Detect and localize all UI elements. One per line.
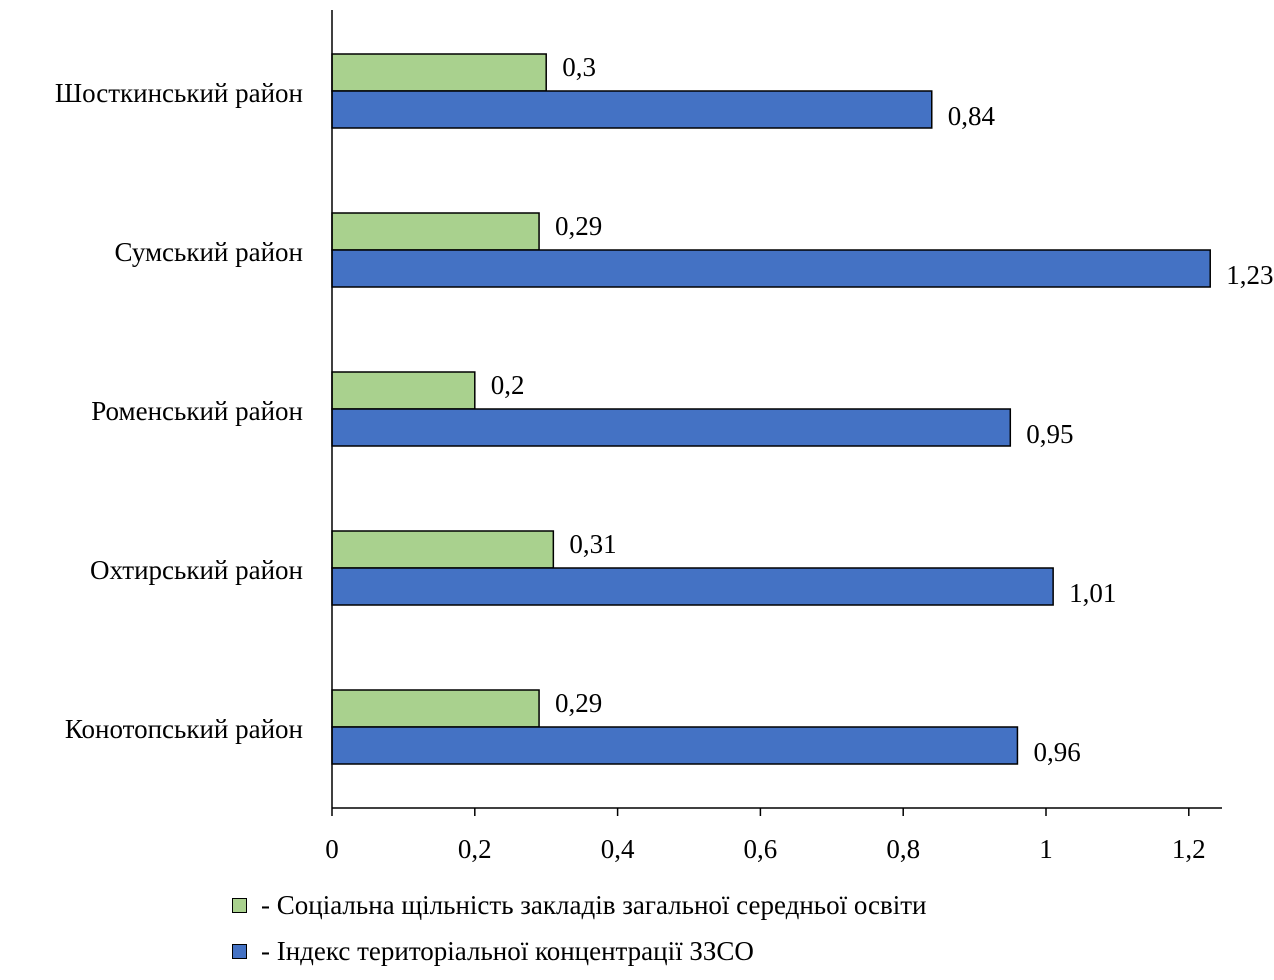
category-label: Конотопський район: [65, 714, 303, 744]
category-label: Охтирський район: [90, 555, 303, 585]
legend-label-concentration-index: - Індекс територіальної концентрації ЗЗС…: [261, 935, 754, 966]
legend-item-social-density: - Соціальна щільність закладів загальної…: [232, 888, 927, 922]
legend-item-concentration-index: - Індекс територіальної концентрації ЗЗС…: [232, 934, 927, 968]
bar-concentration-index-2: [331, 408, 1012, 447]
data-label-concentration-index-0: 0,84: [948, 101, 996, 131]
bar-concentration-index-1: [331, 249, 1211, 288]
data-label-concentration-index-4: 0,96: [1033, 737, 1080, 767]
data-label-social-density-1: 0,29: [555, 211, 602, 241]
category-label: Роменський район: [91, 396, 303, 426]
bar-chart: 0,3 0,84 Шосткинський район 0,29 1,23 Сумськи…: [55, 10, 1273, 864]
legend: - Соціальна щільність закладів загальної…: [232, 888, 927, 980]
data-label-concentration-index-3: 1,01: [1069, 578, 1116, 608]
legend-label-social-density: - Соціальна щільність закладів загальної…: [261, 889, 927, 920]
data-label-concentration-index-2: 0,95: [1026, 419, 1073, 449]
x-tick-label: 1,2: [1172, 834, 1206, 864]
x-tick-label: 1: [1039, 834, 1053, 864]
bar-social-density-2: [331, 371, 476, 410]
data-label-concentration-index-1: 1,23: [1226, 260, 1273, 290]
x-tick-label: 0,8: [886, 834, 920, 864]
bar-social-density-4: [331, 689, 540, 728]
x-tick-label: 0,2: [458, 834, 492, 864]
bar-social-density-0: [331, 53, 547, 92]
data-label-social-density-0: 0,3: [562, 52, 596, 82]
category-label: Шосткинський район: [55, 78, 303, 108]
legend-swatch-blue: [232, 943, 247, 959]
bar-social-density-3: [331, 530, 555, 569]
x-tick-label: 0: [325, 834, 339, 864]
x-tick-label: 0,4: [601, 834, 635, 864]
bar-concentration-index-3: [331, 567, 1054, 606]
legend-swatch-green: [232, 897, 247, 913]
bar-social-density-1: [331, 212, 540, 251]
category-label: Сумський район: [114, 237, 303, 267]
data-label-social-density-3: 0,31: [569, 529, 616, 559]
x-tick-label: 0,6: [744, 834, 778, 864]
bar-concentration-index-4: [331, 726, 1019, 765]
data-label-social-density-2: 0,2: [491, 370, 525, 400]
bar-concentration-index-0: [331, 90, 933, 129]
data-label-social-density-4: 0,29: [555, 688, 602, 718]
